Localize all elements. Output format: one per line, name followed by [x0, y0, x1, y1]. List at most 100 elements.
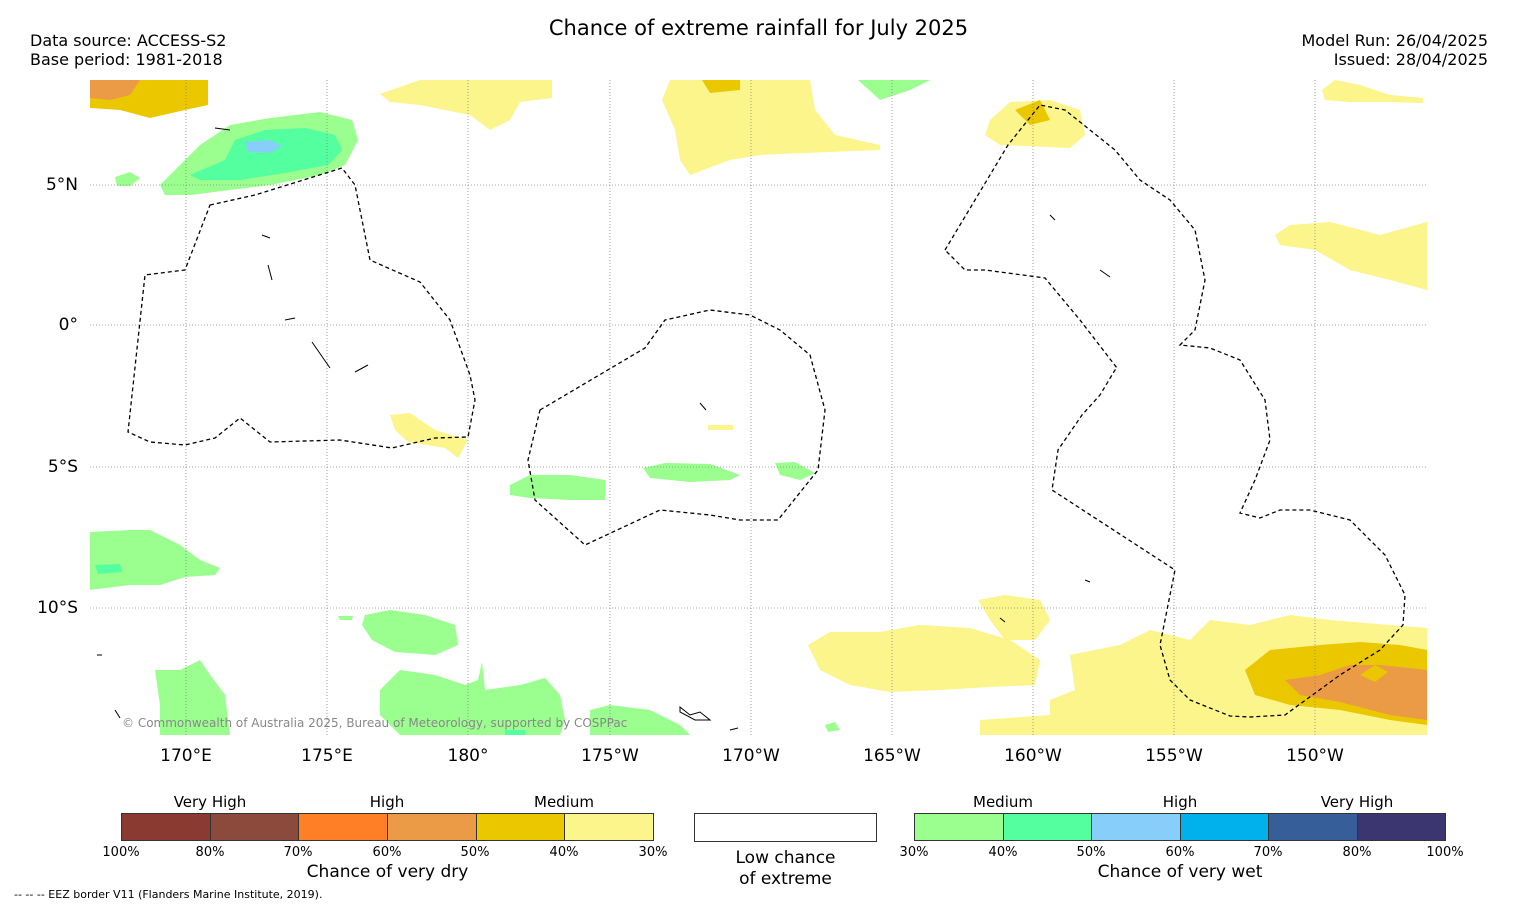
wet-region: [95, 564, 122, 574]
wet-region: [590, 705, 690, 735]
wet-swatch: [1003, 814, 1092, 840]
wet-region: [505, 730, 525, 735]
wet-tick: 60%: [1165, 845, 1195, 860]
wet-region: [90, 530, 220, 590]
lon-label: 175°E: [301, 746, 353, 766]
island: [729, 727, 739, 731]
dry-category-label: Medium: [534, 793, 594, 811]
wet-region: [510, 475, 605, 500]
wet-tick: 80%: [1342, 845, 1372, 860]
run-info: Model Run: 26/04/2025 Issued: 28/04/2025: [1302, 31, 1489, 69]
island: [267, 264, 273, 281]
dry-tick: 50%: [460, 845, 490, 860]
lat-label: 5°N: [45, 175, 78, 195]
dry-colorbar: [121, 813, 654, 841]
wet-swatch: [915, 814, 1004, 840]
island: [699, 402, 707, 411]
island: [1049, 214, 1056, 221]
lon-label: 160°W: [1004, 746, 1062, 766]
lon-label: 180°: [447, 746, 489, 766]
wet-region: [362, 610, 458, 655]
island: [214, 127, 231, 131]
base-period: Base period: 1981-2018: [30, 50, 223, 69]
low-chance-swatch: [694, 813, 877, 842]
wet-colorbar: [914, 813, 1446, 841]
island: [1099, 269, 1111, 278]
dry-region: [808, 625, 1040, 692]
wet-tick: 40%: [988, 845, 1018, 860]
data-info: Data source: ACCESS-S2 Base period: 1981…: [30, 31, 226, 69]
island: [354, 364, 369, 373]
dry-region: [390, 413, 468, 458]
wet-region: [380, 662, 565, 735]
dry-tick: 70%: [283, 845, 313, 860]
lat-label: 5°S: [47, 457, 78, 477]
island: [679, 705, 712, 721]
dry-tick: 100%: [102, 845, 140, 860]
eez-borders: [127, 104, 1406, 718]
lat-label: 0°: [58, 315, 78, 335]
island: [261, 234, 271, 239]
wet-region: [775, 462, 815, 480]
dry-category-label: Very High: [173, 793, 247, 811]
wet-swatch: [1269, 814, 1358, 840]
low-chance-line2: of extreme: [739, 869, 832, 889]
rainfall-map: [90, 80, 1427, 735]
dry-region: [380, 80, 552, 130]
eez-border-note: -- -- -- EEZ border V11 (Flanders Marine…: [14, 888, 323, 901]
lon-label: 170°E: [160, 746, 212, 766]
wet-regions: [90, 80, 930, 735]
low-chance-line1: Low chance: [735, 848, 836, 868]
dry-region: [1275, 222, 1427, 290]
island: [311, 341, 331, 369]
wet-region: [155, 660, 230, 735]
dry-legend-title: Chance of very dry: [306, 862, 469, 882]
dry-region: [702, 80, 740, 93]
map-title: Chance of extreme rainfall for July 2025: [548, 16, 969, 40]
dry-region: [1360, 665, 1388, 682]
wet-region: [858, 80, 930, 100]
data-source: Data source: ACCESS-S2: [30, 31, 227, 50]
low-chance-label: Low chance of extreme: [694, 848, 877, 890]
wet-category-label: High: [1162, 793, 1198, 811]
lon-label: 165°W: [863, 746, 921, 766]
dry-tick: 40%: [549, 845, 579, 860]
eez-tokelau: [527, 309, 826, 546]
dry-swatch: [388, 814, 477, 840]
wet-swatch: [1092, 814, 1181, 840]
dry-swatch: [210, 814, 300, 840]
lon-label: 170°W: [722, 746, 780, 766]
wet-tick: 30%: [899, 845, 929, 860]
wet-region: [115, 172, 140, 186]
grid-lines: [90, 80, 1427, 735]
wet-swatch: [1180, 814, 1269, 840]
dry-region: [90, 80, 140, 100]
wet-tick: 100%: [1426, 845, 1464, 860]
dry-region: [978, 595, 1050, 640]
dry-region: [662, 80, 880, 175]
issued-date: Issued: 28/04/2025: [1333, 50, 1488, 69]
dry-region: [1285, 665, 1427, 720]
lat-label: 10°S: [37, 598, 78, 618]
dry-swatch: [299, 814, 389, 840]
model-run: Model Run: 26/04/2025: [1301, 31, 1489, 50]
map-canvas: [90, 80, 1427, 735]
dry-region: [1322, 80, 1423, 103]
dry-region: [708, 425, 733, 430]
eez-kiribati-gilbert: [127, 167, 476, 449]
wet-region: [338, 616, 353, 620]
lon-label: 175°W: [581, 746, 639, 766]
dry-swatch: [122, 814, 211, 840]
wet-region: [643, 463, 740, 482]
dry-swatch: [476, 814, 566, 840]
island: [1084, 579, 1091, 583]
dry-tick: 30%: [638, 845, 668, 860]
copyright-note: © Commonwealth of Australia 2025, Bureau…: [122, 716, 628, 730]
wet-category-label: Medium: [973, 793, 1033, 811]
island: [114, 709, 121, 719]
wet-legend-title: Chance of very wet: [1097, 862, 1263, 882]
lon-label: 155°W: [1145, 746, 1203, 766]
wet-region: [825, 722, 840, 732]
island: [284, 317, 296, 321]
wet-tick: 70%: [1253, 845, 1283, 860]
